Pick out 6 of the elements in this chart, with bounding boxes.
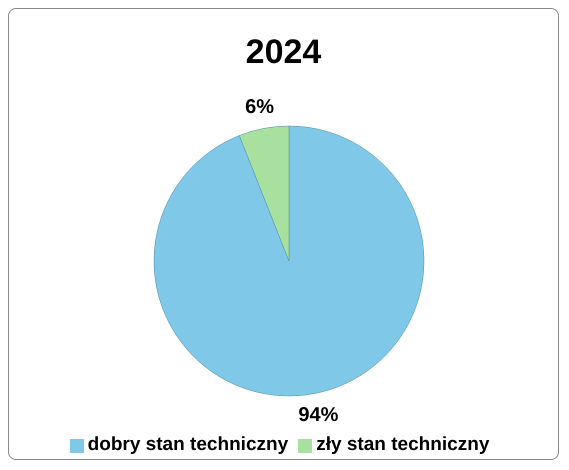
pie-slice [154,126,424,396]
legend-label: dobry stan techniczny [88,434,288,455]
chart-title: 2024 [244,33,322,73]
legend-label: zły stan techniczny [316,434,490,455]
data-label: 94% [298,404,339,426]
data-label: 6% [245,96,274,118]
